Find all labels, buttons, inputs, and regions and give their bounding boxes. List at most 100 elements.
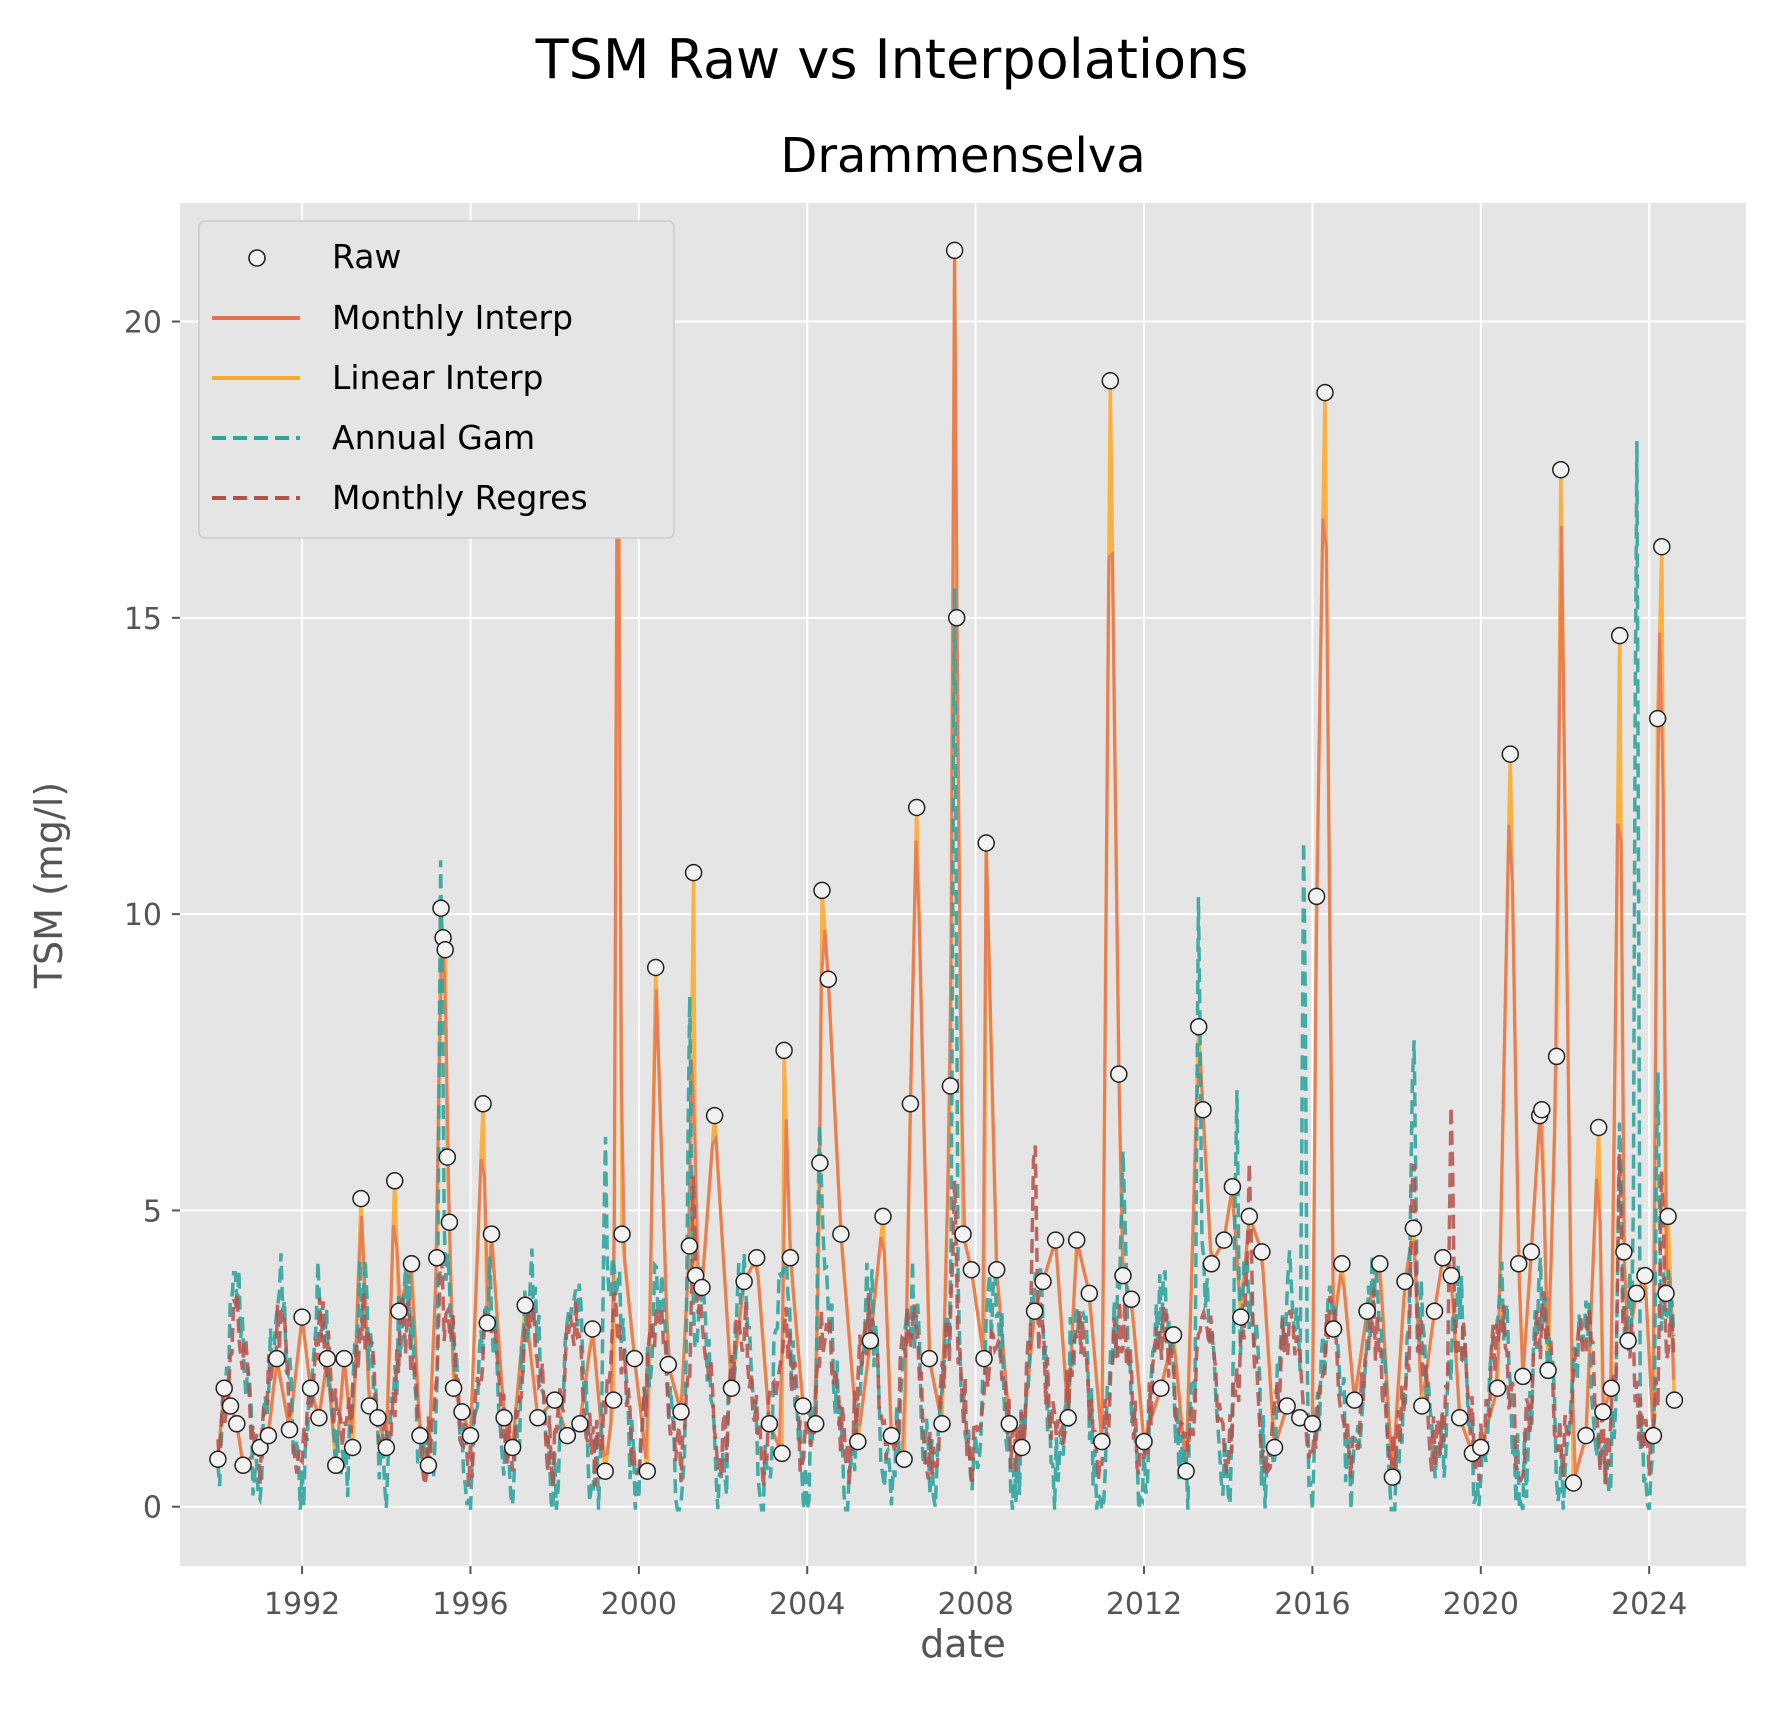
raw-point — [1413, 1397, 1431, 1415]
legend-raw-marker — [248, 249, 266, 267]
raw-point — [901, 1095, 920, 1113]
annual-gam-line — [216, 440, 1676, 1512]
raw-point — [1653, 537, 1671, 556]
raw-point — [680, 1237, 699, 1255]
raw-point — [874, 1207, 892, 1226]
y-tick-label: 0 — [143, 1491, 162, 1526]
raw-point — [613, 1225, 631, 1243]
raw-point — [1232, 1308, 1250, 1326]
raw-point — [436, 940, 454, 959]
raw-point — [390, 1302, 408, 1320]
raw-point — [228, 1415, 246, 1433]
raw-point — [1265, 1438, 1284, 1457]
raw-point — [1278, 1397, 1296, 1415]
raw-point — [794, 1397, 812, 1415]
raw-point — [646, 958, 665, 977]
raw-point — [1025, 1302, 1044, 1320]
raw-point — [1000, 1415, 1019, 1433]
raw-point — [1122, 1290, 1141, 1309]
raw-point — [861, 1332, 880, 1350]
raw-point — [411, 1426, 429, 1445]
raw-point — [352, 1189, 370, 1208]
y-axis-label: TSM (mg/l) — [27, 782, 71, 989]
raw-point — [1396, 1272, 1414, 1291]
raw-point — [503, 1438, 522, 1457]
raw-point — [1619, 1332, 1637, 1350]
chart-suptitle: TSM Raw vs Interpolations — [535, 28, 1249, 91]
raw-point — [1059, 1409, 1077, 1427]
raw-point — [1648, 709, 1667, 728]
raw-point — [440, 1213, 459, 1232]
raw-point — [571, 1415, 589, 1433]
raw-point — [977, 834, 995, 852]
raw-point — [895, 1450, 913, 1469]
y-tick-label: 10 — [124, 898, 162, 933]
raw-point — [806, 1415, 825, 1433]
raw-point — [705, 1106, 724, 1125]
raw-point — [1202, 1255, 1221, 1273]
raw-point — [461, 1426, 480, 1445]
x-tick-label: 2008 — [937, 1587, 1013, 1622]
raw-points — [209, 241, 1684, 1492]
raw-point — [1307, 887, 1326, 906]
raw-point — [432, 899, 450, 917]
x-tick-label: 2012 — [1106, 1587, 1182, 1622]
raw-point — [1434, 1249, 1452, 1267]
raw-point — [638, 1462, 657, 1480]
raw-point — [1577, 1426, 1595, 1445]
raw-point — [1522, 1243, 1541, 1261]
raw-point — [545, 1391, 564, 1409]
raw-point — [819, 970, 838, 989]
raw-point — [1610, 626, 1629, 645]
raw-point — [1046, 1231, 1065, 1249]
raw-point — [962, 1260, 981, 1279]
raw-point — [1240, 1207, 1259, 1226]
raw-point — [1383, 1468, 1402, 1486]
raw-point — [478, 1314, 497, 1332]
raw-point — [735, 1272, 753, 1291]
raw-point — [1316, 383, 1334, 402]
raw-point — [293, 1308, 311, 1326]
raw-point — [1067, 1231, 1086, 1249]
legend-annual-gam-label: Annual Gam — [332, 418, 535, 457]
raw-point — [1472, 1438, 1490, 1457]
raw-point — [318, 1349, 337, 1368]
raw-point — [1215, 1231, 1233, 1249]
raw-point — [722, 1379, 741, 1397]
raw-point — [1404, 1219, 1423, 1237]
raw-point — [975, 1349, 993, 1368]
x-tick-label: 2016 — [1274, 1587, 1350, 1622]
raw-point — [596, 1462, 614, 1480]
raw-point — [813, 881, 831, 900]
raw-point — [221, 1397, 240, 1415]
raw-point — [428, 1249, 446, 1267]
raw-point — [832, 1225, 850, 1243]
raw-point — [301, 1379, 320, 1397]
raw-point — [474, 1095, 492, 1113]
raw-point — [933, 1415, 951, 1433]
raw-point — [251, 1438, 269, 1457]
raw-point — [1552, 460, 1570, 479]
raw-point — [1665, 1391, 1684, 1409]
raw-point — [987, 1260, 1006, 1279]
monthly-regres-line — [216, 1106, 1676, 1487]
y-tick-label: 20 — [124, 306, 162, 341]
raw-point — [1345, 1391, 1364, 1409]
raw-point — [811, 1154, 829, 1172]
raw-point — [516, 1296, 534, 1315]
x-tick-label: 2000 — [601, 1587, 677, 1622]
raw-point — [1589, 1118, 1608, 1137]
raw-point — [1358, 1302, 1376, 1320]
raw-point — [1371, 1255, 1389, 1273]
raw-point — [672, 1403, 690, 1421]
raw-point — [604, 1391, 623, 1409]
raw-point — [453, 1403, 471, 1421]
raw-point — [760, 1415, 779, 1433]
raw-point — [1303, 1415, 1322, 1433]
raw-point — [1547, 1047, 1566, 1066]
raw-point — [583, 1320, 602, 1338]
raw-point — [1657, 1284, 1675, 1303]
raw-point — [954, 1225, 972, 1243]
raw-point — [327, 1456, 345, 1475]
